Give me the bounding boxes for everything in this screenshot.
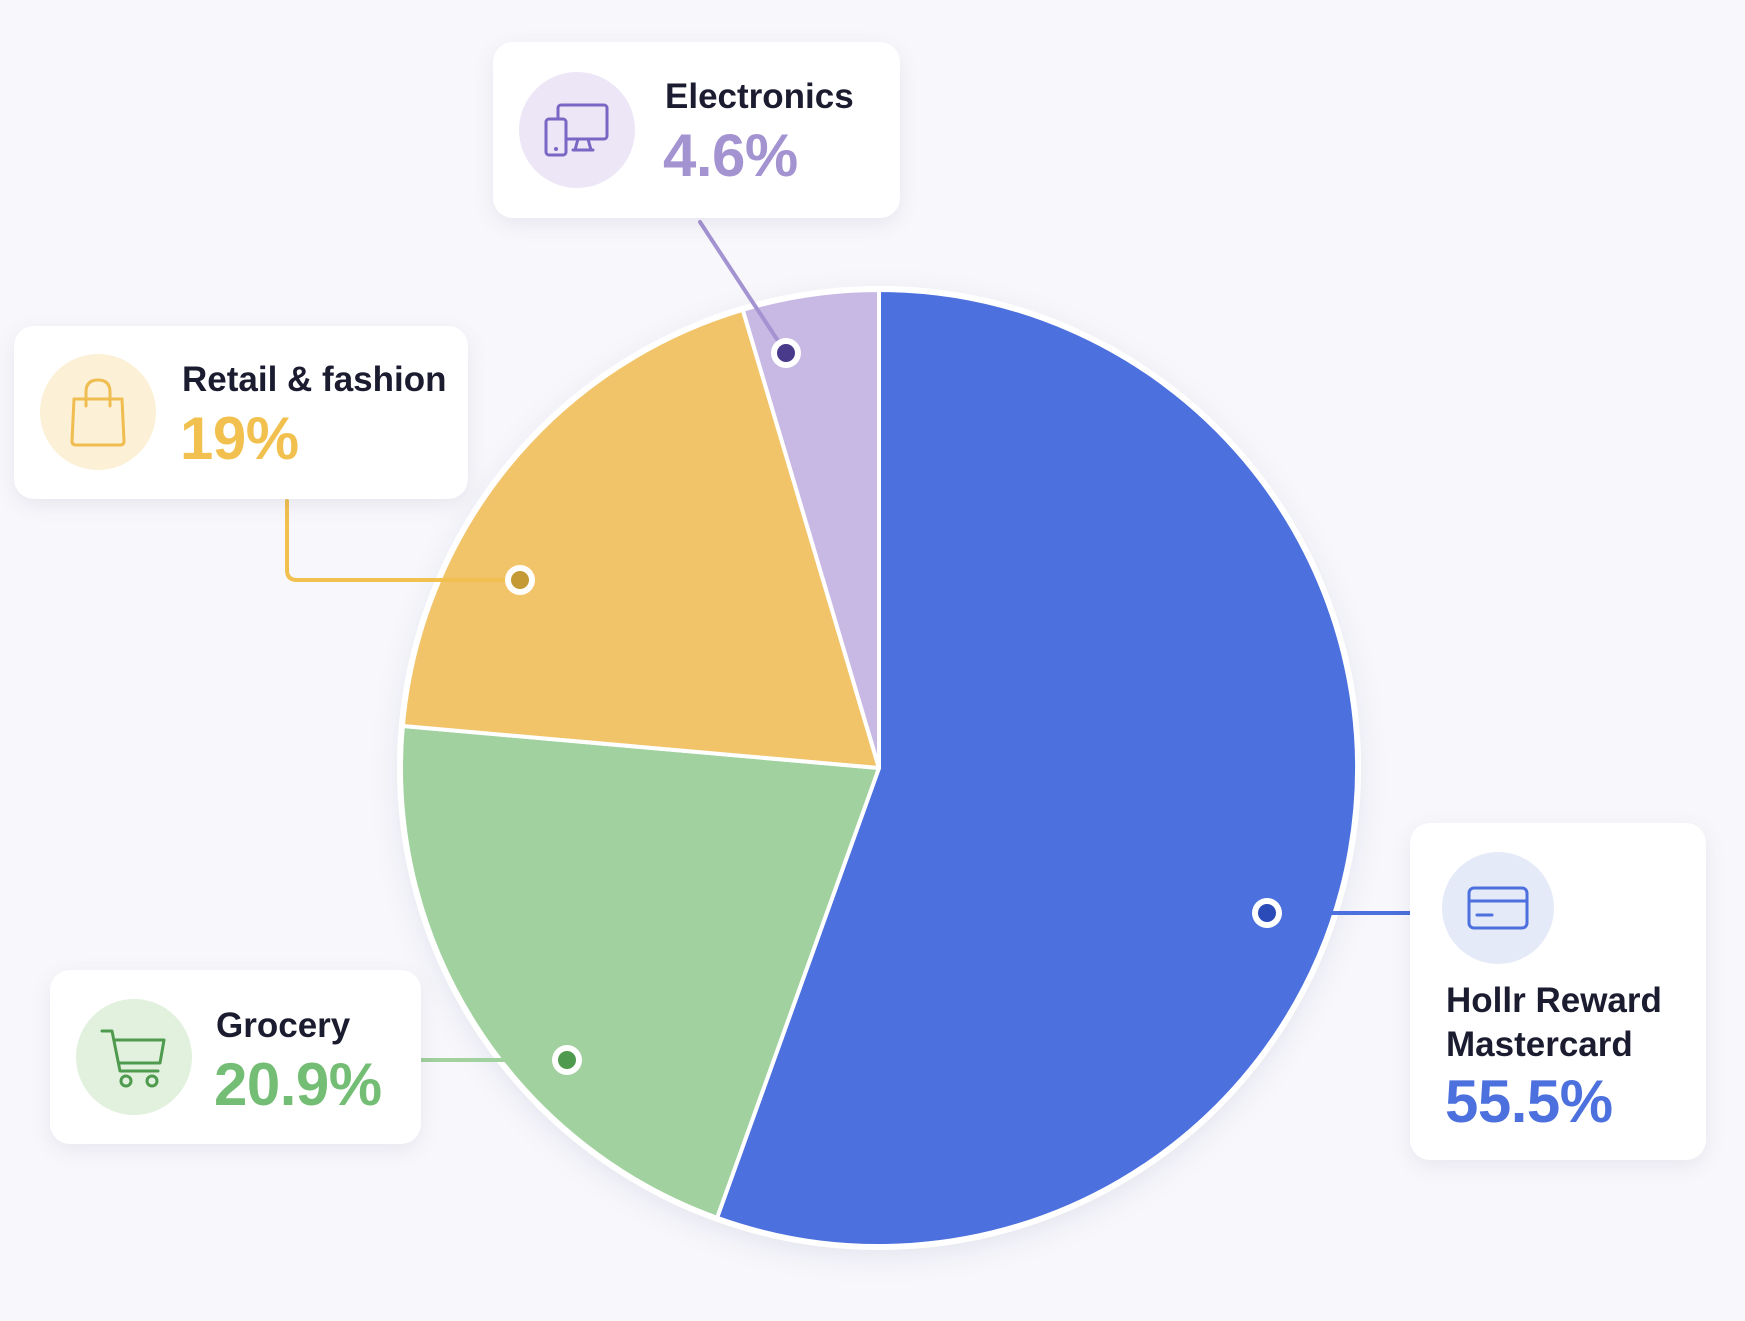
callout-grocery-label: Grocery [216, 1006, 351, 1045]
shopping-cart-icon [76, 999, 192, 1115]
credit-card-icon [1442, 852, 1554, 964]
marker-retail-dot [511, 571, 529, 589]
pie-slice-hollr-reward-mastercard [715, 288, 1359, 1248]
marker-hollr-dot [1258, 904, 1276, 922]
callout-hollr-label-line1: Hollr Reward [1446, 981, 1662, 1020]
callout-hollr-value: 55.5% [1445, 1068, 1613, 1135]
callout-hollr: Hollr Reward Mastercard 55.5% [1410, 823, 1706, 1160]
callout-retail-label: Retail & fashion [182, 360, 447, 399]
devices-icon [519, 72, 635, 188]
callout-grocery-value: 20.9% [214, 1051, 382, 1118]
callout-retail: Retail & fashion 19% [14, 326, 468, 499]
connector-electronics [698, 220, 788, 355]
callout-grocery: Grocery 20.9% [50, 970, 421, 1144]
pie-slice-retail-fashion [400, 307, 881, 770]
marker-electronics-dot [777, 344, 795, 362]
callout-electronics-label: Electronics [665, 77, 854, 116]
callout-electronics: Electronics 4.6% [493, 42, 900, 218]
pie-slice-grocery [399, 724, 881, 1220]
marker-grocery-dot [558, 1051, 576, 1069]
callout-electronics-value: 4.6% [663, 122, 798, 189]
shopping-bag-icon [40, 354, 156, 470]
callout-hollr-label-line2: Mastercard [1446, 1025, 1633, 1064]
callout-retail-value: 19% [180, 405, 299, 472]
pie-slice-electronics [740, 288, 881, 770]
connector-retail [285, 499, 522, 582]
